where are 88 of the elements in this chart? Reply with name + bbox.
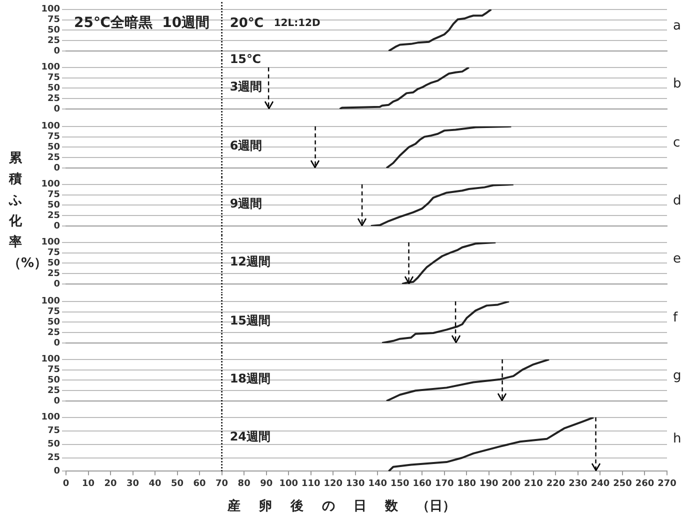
- x-tick-label: 40: [148, 479, 162, 490]
- y-tick-label: 25: [47, 94, 60, 104]
- x-tick-label: 80: [238, 479, 250, 490]
- y-tick-label: 75: [47, 190, 60, 200]
- y-tick-label: 75: [47, 426, 60, 436]
- y-tick-label: 25: [47, 152, 60, 163]
- y-tick-label: 100: [41, 296, 60, 306]
- x-tick-label: 90: [260, 479, 273, 490]
- x-tick-label: 70: [216, 479, 228, 490]
- annotation: 3週間: [230, 80, 262, 94]
- y-tick-label: 25: [47, 453, 60, 464]
- text: 15℃: [230, 52, 262, 66]
- annotation: 24週間: [230, 430, 271, 444]
- x-axis-title: 産 卵 後 の 日 数 （日）: [226, 498, 457, 515]
- y-tick-label: 100: [41, 180, 60, 190]
- x-tick-label: 130: [346, 479, 365, 490]
- x-tick-label: 160: [412, 479, 432, 490]
- x-tick-label: 270: [658, 479, 676, 490]
- y-tick-label: 50: [47, 26, 60, 36]
- x-tick-label: 30: [126, 479, 140, 490]
- y-tick-label: 100: [41, 354, 60, 365]
- y-tick-label: 50: [47, 84, 60, 94]
- annotation: 15週間: [230, 313, 271, 328]
- y-tick-label: 0: [54, 338, 60, 348]
- x-tick-label: 240: [590, 479, 610, 490]
- text: h: [673, 431, 682, 446]
- y-tick-label: 25: [47, 36, 60, 46]
- x-tick-label: 0: [62, 479, 70, 490]
- y-tick-label: 0: [54, 396, 60, 406]
- y-tick-label: 100: [41, 238, 60, 248]
- y-tick-label: 100: [41, 4, 60, 15]
- x-tick-label: 20: [104, 479, 117, 490]
- x-tick-label: 220: [546, 479, 566, 490]
- x-tick-label: 180: [457, 479, 476, 490]
- x-tick-label: 50: [171, 479, 184, 490]
- y-tick-label: 25: [47, 269, 60, 280]
- y-tick-label: 0: [54, 280, 60, 290]
- x-tick-label: 230: [568, 479, 588, 490]
- x-tick-label: 210: [524, 479, 543, 490]
- y-tick-label: 75: [47, 132, 60, 142]
- y-tick-label: 50: [47, 258, 60, 269]
- y-tick-label: 75: [47, 306, 60, 317]
- text: a: [673, 18, 681, 34]
- annotation: 6週間: [230, 138, 262, 152]
- x-tick-label: 120: [324, 479, 343, 490]
- y-tick-label: 50: [47, 375, 60, 386]
- y-tick-label: 75: [47, 73, 60, 84]
- x-tick-label: 150: [390, 479, 410, 490]
- y-tick-label: 100: [41, 412, 60, 423]
- annotation: 12週間: [230, 254, 271, 269]
- y-tick-label: 75: [47, 248, 60, 258]
- y-tick-label: 25: [47, 327, 60, 338]
- y-tick-label: 25: [47, 210, 60, 221]
- annotation: 18週間: [230, 371, 271, 386]
- x-tick-label: 260: [635, 479, 654, 490]
- x-tick-label: 200: [502, 479, 521, 490]
- y-tick-label: 100: [41, 121, 60, 132]
- text: b: [673, 76, 682, 92]
- chart-title: 25℃全暗黒 10週間: [74, 14, 210, 32]
- x-tick-label: 250: [613, 479, 632, 490]
- y-tick-label: 0: [54, 46, 60, 56]
- text: c: [673, 135, 680, 150]
- text: g: [673, 368, 682, 384]
- text: e: [673, 252, 681, 267]
- y-tick-label: 0: [54, 162, 60, 173]
- x-tick-label: 100: [279, 479, 298, 490]
- y-tick-label: 75: [47, 364, 60, 375]
- annotation: 9週間: [230, 196, 262, 210]
- x-tick-label: 110: [301, 479, 320, 490]
- y-tick-label: 25: [47, 386, 60, 396]
- text: f: [673, 310, 678, 325]
- y-tick-label: 50: [47, 200, 60, 210]
- y-tick-label: 0: [54, 466, 60, 477]
- y-tick-label: 0: [54, 104, 60, 115]
- annotation: 20℃: [230, 16, 264, 31]
- y-tick-label: 100: [41, 63, 60, 74]
- y-tick-label: 0: [54, 221, 60, 232]
- x-tick-label: 140: [368, 479, 388, 490]
- x-tick-label: 190: [480, 479, 498, 490]
- annotation: 12L:12D: [274, 18, 320, 29]
- text: d: [673, 193, 682, 208]
- x-tick-label: 60: [193, 479, 206, 490]
- y-tick-label: 50: [47, 317, 60, 328]
- x-tick-label: 170: [435, 479, 454, 490]
- y-tick-label: 50: [47, 440, 60, 450]
- x-tick-label: 10: [82, 479, 95, 490]
- y-tick-label: 50: [47, 142, 60, 152]
- y-tick-label: 75: [47, 15, 60, 26]
